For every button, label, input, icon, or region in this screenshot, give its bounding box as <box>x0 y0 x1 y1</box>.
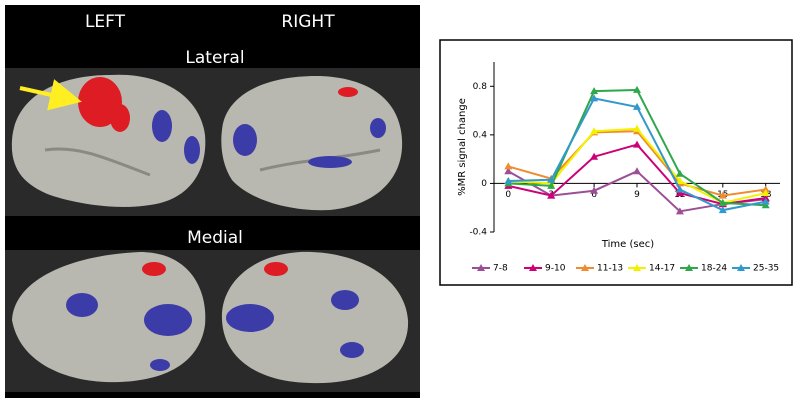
lateral-label: Lateral <box>185 48 244 68</box>
marker <box>547 191 556 199</box>
marker <box>590 186 599 194</box>
medial-label: Medial <box>187 228 243 248</box>
legend-marker <box>685 264 693 271</box>
marker <box>633 140 641 148</box>
legend-label: 14-17 <box>649 264 675 274</box>
marker <box>633 102 641 110</box>
blob <box>152 110 172 142</box>
marker <box>675 189 684 197</box>
marker <box>718 191 727 199</box>
legend-marker <box>529 264 537 271</box>
legend-label: 11-13 <box>597 264 623 274</box>
marker <box>590 152 599 160</box>
legend-label: 25-35 <box>753 264 779 274</box>
legend-label: 7-8 <box>493 264 508 274</box>
blob <box>233 124 257 156</box>
arrow <box>19 79 82 111</box>
blob <box>308 156 352 168</box>
marker <box>718 206 727 214</box>
right-label: RIGHT <box>281 12 335 32</box>
blob <box>370 118 386 138</box>
blob <box>331 290 359 310</box>
left-label: LEFT <box>85 12 126 32</box>
marker <box>590 94 599 102</box>
marker <box>504 162 513 170</box>
marker <box>504 167 513 175</box>
x-tick-label: 6 <box>591 190 597 200</box>
brain <box>12 252 206 383</box>
blob <box>184 136 200 164</box>
y-tick-label: 0.4 <box>473 130 488 140</box>
y-axis-label: %MR signal change <box>457 98 468 196</box>
legend-marker <box>581 264 589 271</box>
brain-panel: LEFT RIGHT Lateral Medial <box>5 5 420 398</box>
marker <box>675 207 684 215</box>
marker <box>504 177 513 184</box>
blob <box>264 262 288 276</box>
marker <box>761 189 770 197</box>
blob <box>338 87 358 97</box>
legend-marker <box>737 264 745 271</box>
legend-label: 9-10 <box>545 264 566 274</box>
marker <box>633 124 641 132</box>
marker <box>761 197 770 205</box>
blob <box>66 293 98 317</box>
marker <box>675 185 684 193</box>
y-tick-label: 0 <box>481 179 487 189</box>
marker <box>718 198 727 206</box>
legend-marker <box>633 264 641 271</box>
legend-marker <box>477 264 485 271</box>
marker <box>761 201 770 209</box>
marker <box>761 185 770 193</box>
legend-label: 18-24 <box>701 264 727 274</box>
blob <box>110 104 130 132</box>
marker <box>547 181 556 189</box>
blob <box>150 359 170 371</box>
x-axis-label: Time (sec) <box>601 239 654 250</box>
blob <box>144 304 192 336</box>
marker <box>675 169 684 177</box>
blob <box>226 304 274 332</box>
marker <box>761 194 770 201</box>
blob <box>340 342 364 358</box>
marker <box>633 167 641 175</box>
blob <box>142 262 166 276</box>
brain <box>221 75 403 211</box>
chart-frame <box>439 39 793 286</box>
x-tick-label: 9 <box>634 190 640 200</box>
marker <box>675 177 684 184</box>
marker <box>547 175 556 183</box>
y-tick-label: 0.8 <box>473 82 488 92</box>
marker <box>590 87 599 95</box>
sulcus <box>44 147 151 177</box>
marker <box>590 127 599 135</box>
marker <box>633 85 641 93</box>
x-tick-label: 0 <box>505 190 511 200</box>
y-tick-label: -0.4 <box>469 228 487 238</box>
